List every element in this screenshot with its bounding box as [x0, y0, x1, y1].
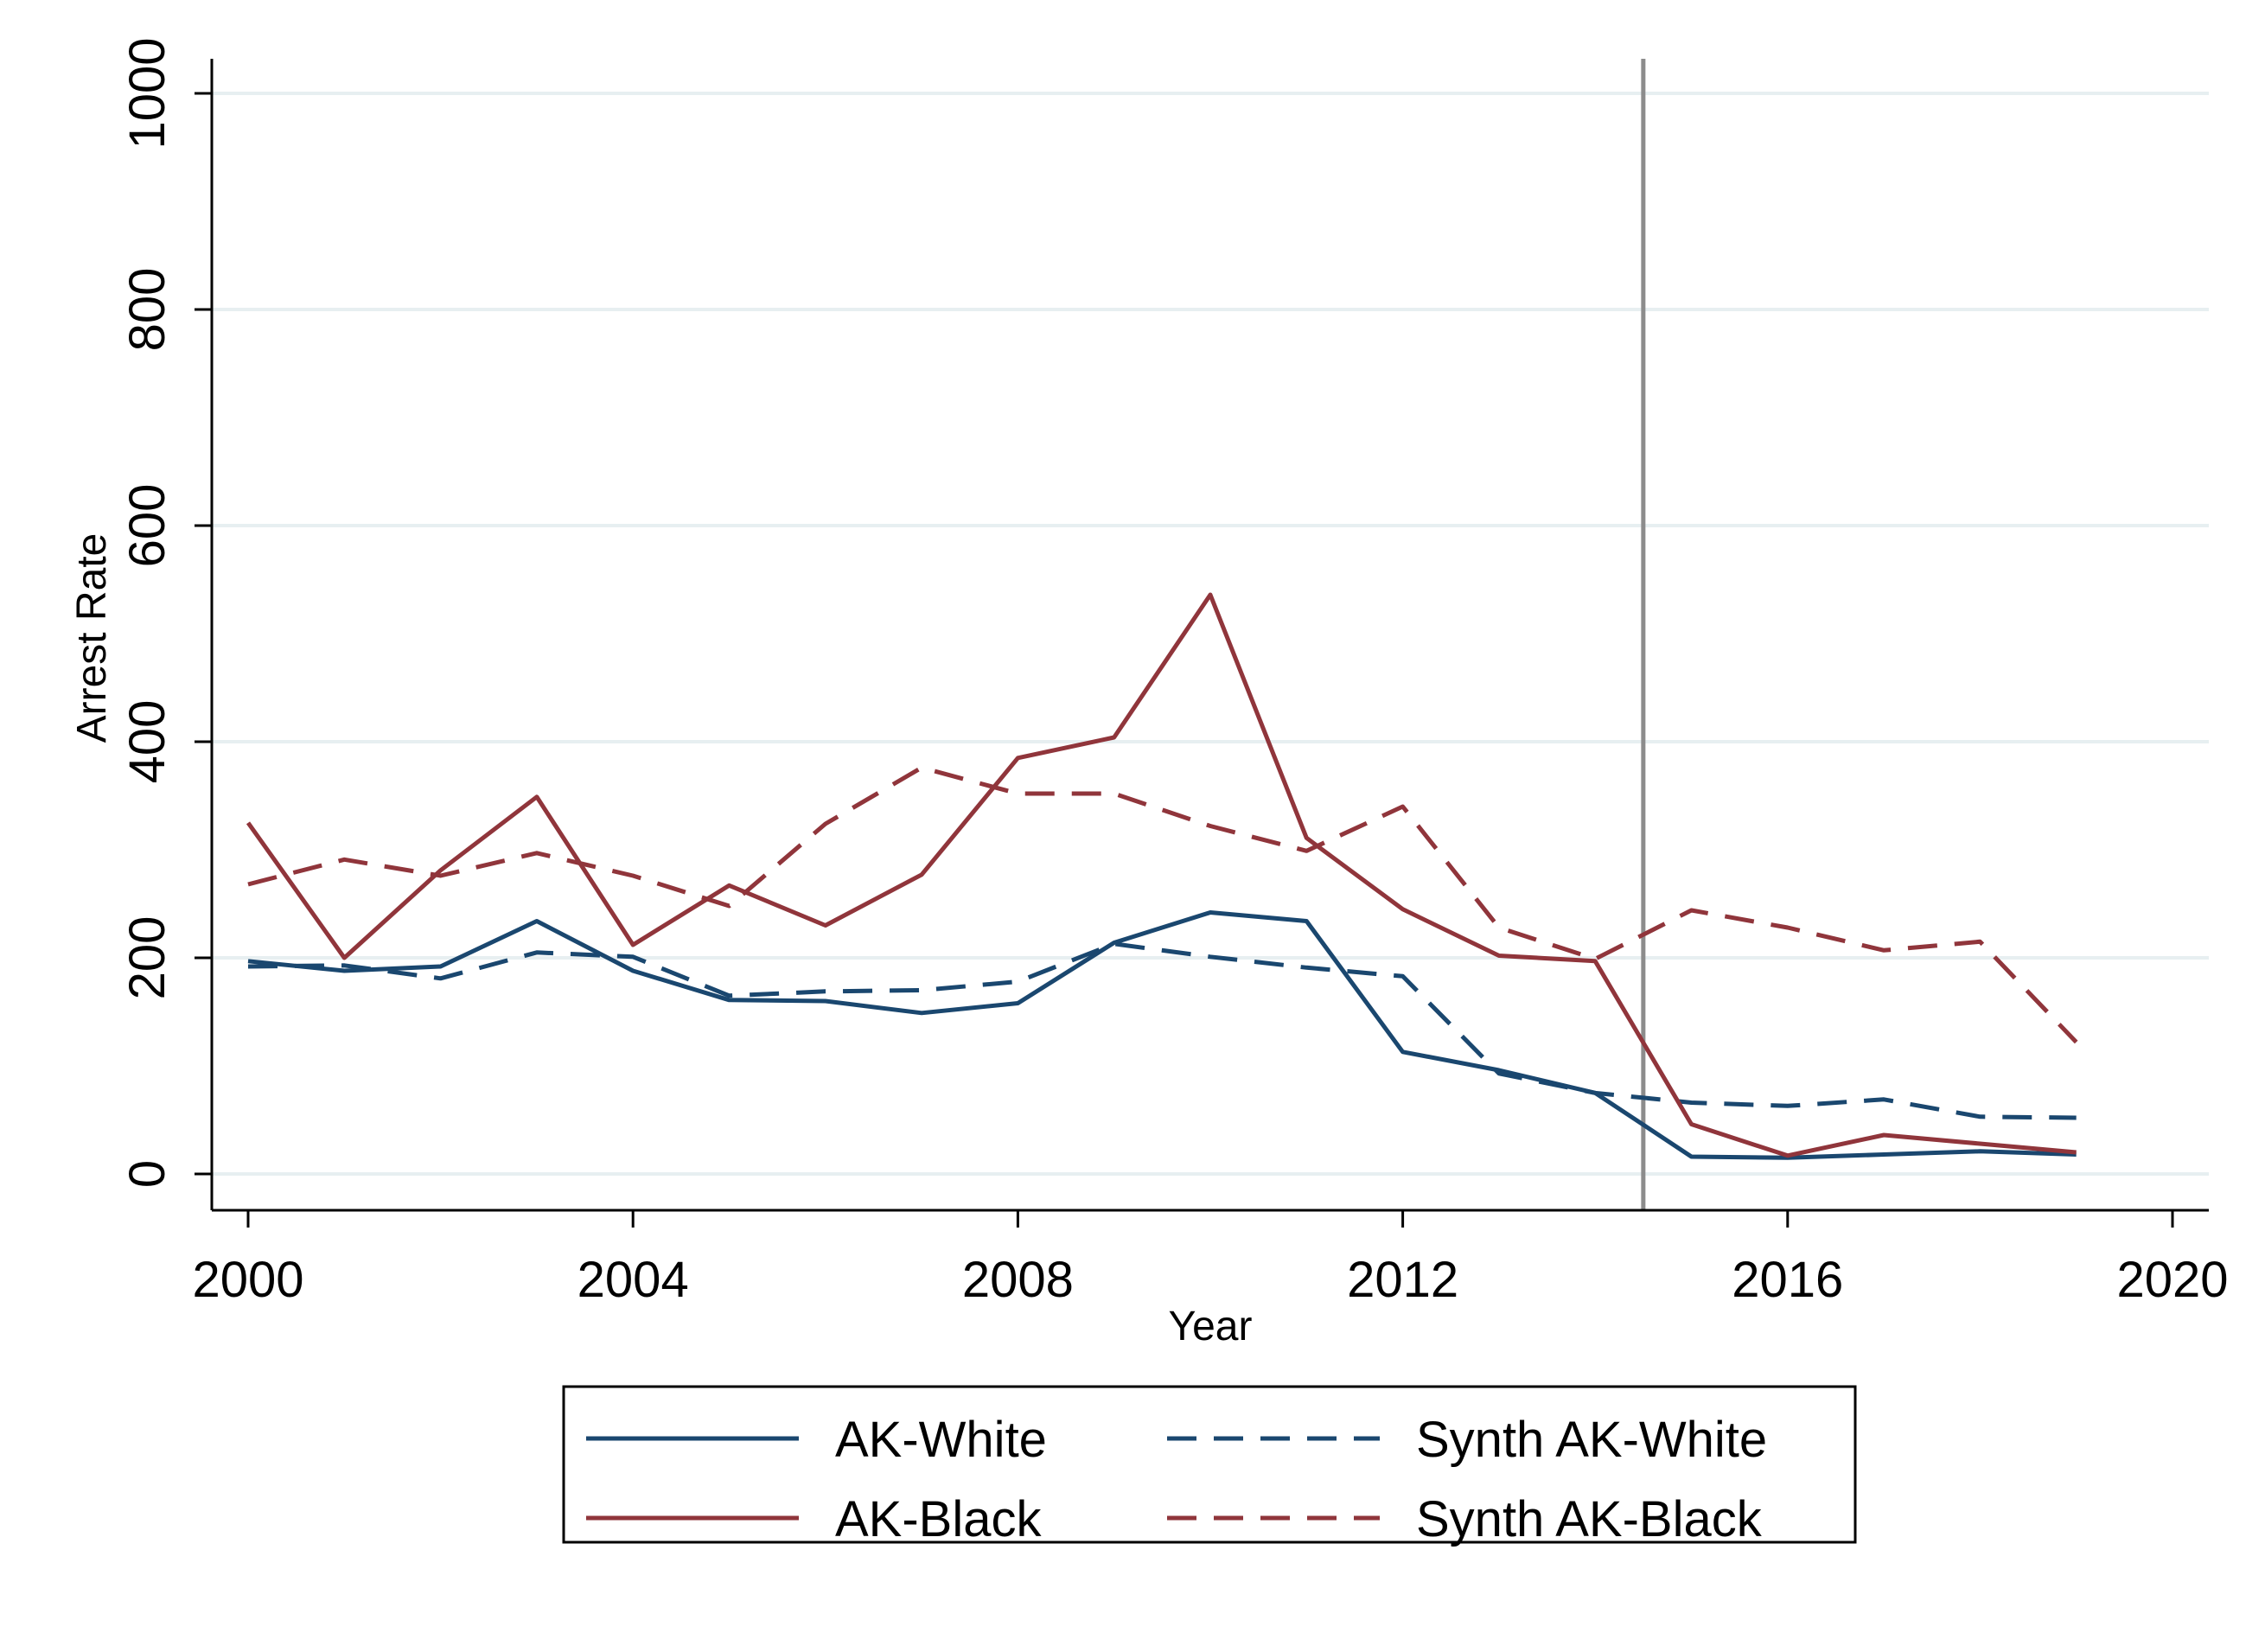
x-tick-label: 2012	[1347, 1252, 1458, 1308]
x-tick-label: 2000	[192, 1252, 303, 1308]
y-tick-label: 1000	[119, 37, 175, 149]
legend-label-ak-white: AK-White	[835, 1412, 1047, 1468]
x-tick-label: 2004	[577, 1252, 689, 1308]
x-tick-label: 2016	[1732, 1252, 1843, 1308]
legend-label-ak-black: AK-Black	[835, 1491, 1043, 1547]
legend: AK-White Synth AK-White AK-Black Synth A…	[562, 1385, 1857, 1547]
y-tick-label: 0	[119, 1160, 175, 1188]
y-axis-title: Arrest Rate	[69, 533, 115, 743]
series-line-synth-ak-white	[247, 941, 2077, 1120]
legend-label-synth-ak-black: Synth AK-Black	[1416, 1491, 1763, 1547]
legend-label-synth-ak-white: Synth AK-White	[1416, 1412, 1767, 1468]
series-line-synth-ak-black	[247, 765, 2078, 1044]
y-tick-label: 400	[119, 700, 175, 784]
x-tick-label: 2008	[962, 1252, 1074, 1308]
x-axis-title: Year	[1169, 1304, 1253, 1349]
y-tick-label: 800	[119, 268, 175, 352]
series-line-ak-black	[246, 592, 2077, 1158]
x-tick-label: 2020	[2116, 1252, 2228, 1308]
axes: 0 200 400 600 800 1000 2000 2004 2008 2012 2016 202…	[119, 37, 2229, 1308]
series-layer	[246, 592, 2078, 1160]
series-line-ak-white	[247, 910, 2077, 1160]
y-tick-label: 200	[119, 916, 175, 1000]
y-tick-label: 600	[119, 484, 175, 568]
